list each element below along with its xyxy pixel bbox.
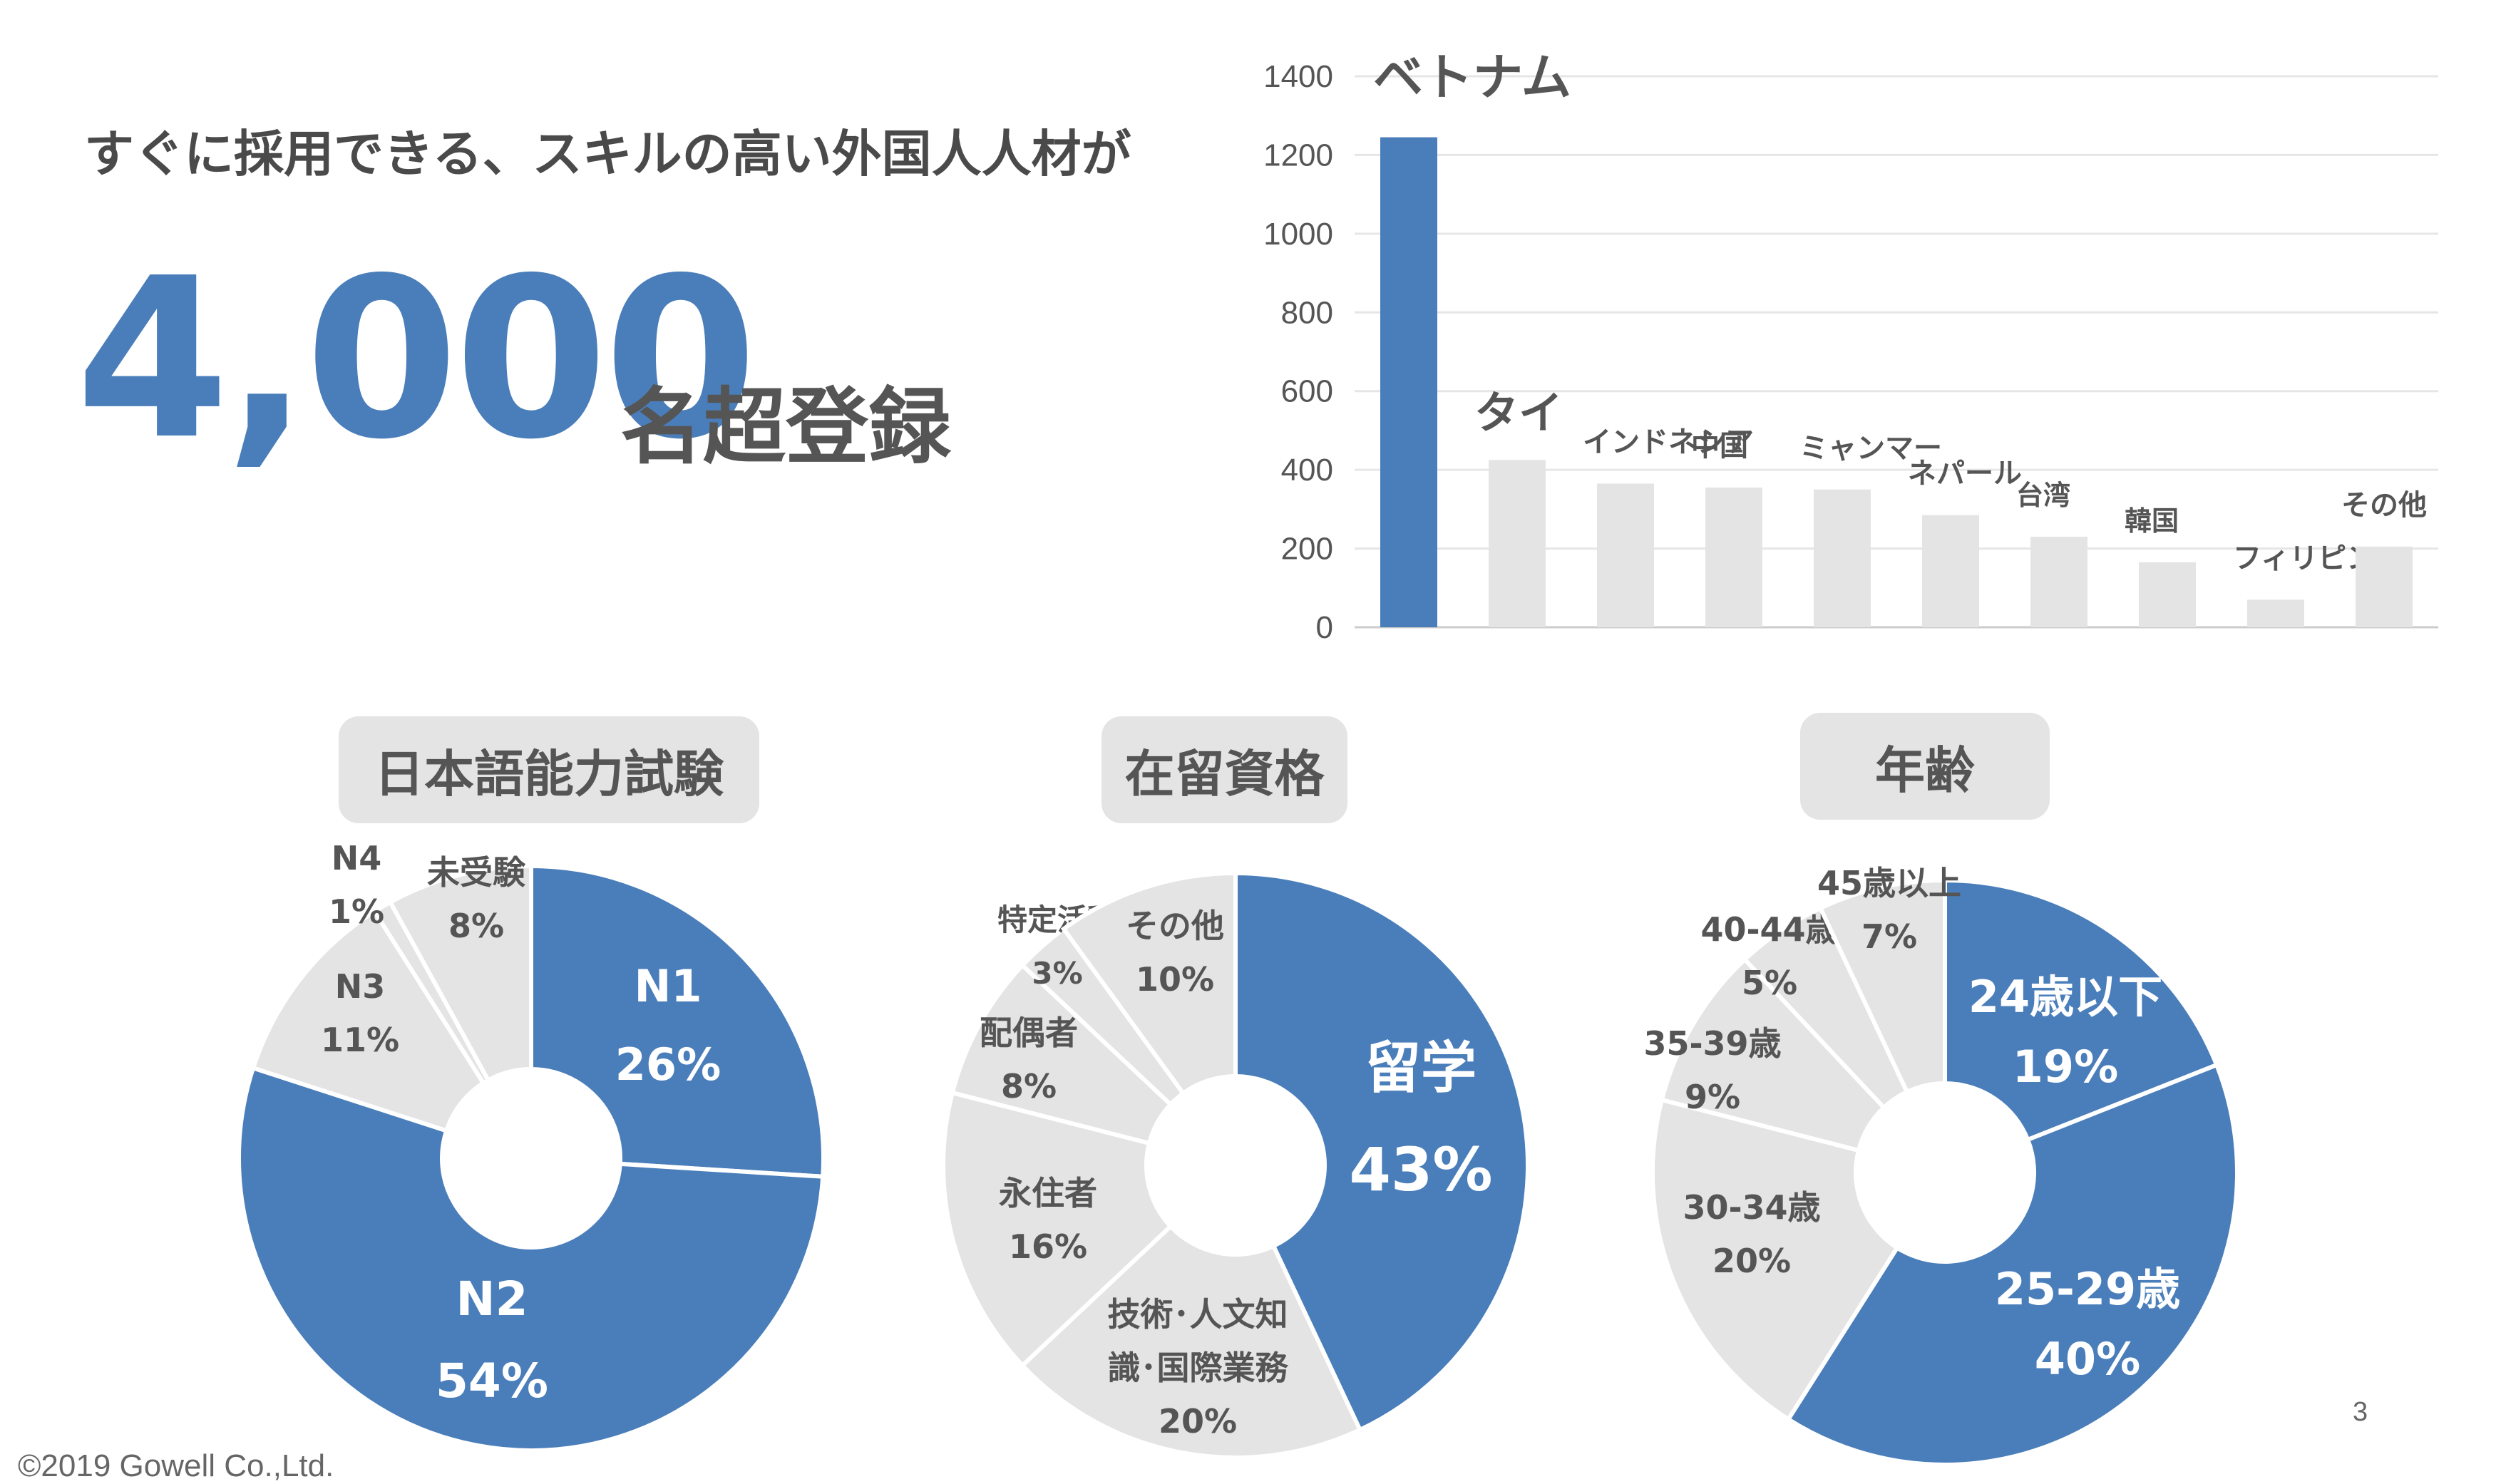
page-number: 3 <box>2353 1397 2368 1427</box>
pie-slice-percent: 20% <box>1159 1402 1237 1441</box>
donut-hole <box>442 1069 620 1247</box>
pie-slice-percent: 3% <box>1032 956 1082 991</box>
pie-slice-label: N1 <box>634 960 702 1012</box>
pie-slice-label: 40-44歳 <box>1700 910 1838 949</box>
bar <box>1597 483 1654 627</box>
pie-slice-percent: 10% <box>1136 960 1214 999</box>
bar-y-tick-label: 1200 <box>1263 138 1333 172</box>
pie-slice-percent: 1% <box>329 892 384 931</box>
bar <box>2139 562 2196 627</box>
bar-y-tick-label: 800 <box>1281 295 1333 330</box>
bar <box>1380 137 1437 627</box>
pie-slice-percent: 43% <box>1349 1135 1492 1205</box>
pie-slice-percent: 5% <box>1742 964 1797 1002</box>
pie-slice-label: 技術･人文知 <box>1108 1295 1288 1334</box>
pie-slice-label: N2 <box>456 1272 528 1326</box>
pie-slice-label: 30-34歳 <box>1683 1188 1820 1227</box>
bar-category-label: ベトナム <box>1373 48 1571 107</box>
bar-category-label: タイ <box>1474 386 1563 438</box>
donut-hole <box>1146 1076 1325 1254</box>
bar-category-label: 台湾 <box>2016 480 2070 511</box>
pie-slice-percent: 19% <box>2013 1041 2118 1093</box>
pie-slice-label: 配偶者 <box>980 1014 1078 1052</box>
bar <box>2356 546 2413 627</box>
pie-slice-label: その他 <box>1126 907 1224 945</box>
bar-category-label: ネパール <box>1908 458 2022 490</box>
age-chart-title: 年齢 <box>1800 713 2050 820</box>
jlpt-chart-title: 日本語能力試験 <box>339 716 759 823</box>
bar <box>1489 460 1546 627</box>
age-pie-chart: 24歳以下 19% 25-29歳 40% 30-34歳 20% 35-39歳 9% 40-44歳… <box>1643 864 2239 1467</box>
pie-slice-percent: 26% <box>615 1039 721 1091</box>
bar <box>1814 489 1871 627</box>
pie-slice-percent: 40% <box>2035 1333 2140 1385</box>
pie-slice-label: 永住者 <box>999 1174 1097 1212</box>
bar-y-tick-label: 200 <box>1281 532 1333 567</box>
headline: すぐに採用できる、スキルの高い外国人人材が <box>84 125 1131 183</box>
pie-slice-label: 24歳以下 <box>1968 971 2162 1023</box>
pie-slice-label: 45歳以上 <box>1817 864 1961 902</box>
pie-slice-percent: 8% <box>1001 1067 1057 1106</box>
bar-category-label: 韓国 <box>2125 505 2179 537</box>
pie-slice-percent: 54% <box>436 1354 548 1408</box>
pie-slice-label: 未受験 <box>427 853 526 892</box>
bar-category-label: 中国 <box>1691 430 1748 463</box>
bar <box>1922 515 1979 627</box>
pie-slice-label: 35-39歳 <box>1643 1024 1781 1063</box>
bar-category-label: フィリピン <box>2233 542 2375 574</box>
pie-slice-label: 留学 <box>1365 1036 1477 1101</box>
bar-y-tick-label: 0 <box>1316 610 1333 645</box>
registered-count: 4,000 <box>76 231 758 488</box>
pie-slice-label: 25-29歳 <box>1995 1263 2180 1315</box>
pie-slice-percent: 20% <box>1712 1242 1791 1280</box>
copyright: ©2019 Gowell Co.,Ltd. <box>18 1448 334 1483</box>
pie-slice-percent: 16% <box>1009 1227 1087 1266</box>
bar <box>2030 537 2087 627</box>
pie-slice-percent: 7% <box>1861 917 1917 956</box>
pie-slice-percent: 8% <box>448 907 504 945</box>
bar-y-tick-label: 400 <box>1281 453 1333 488</box>
pie-slice-label: N4 <box>332 839 382 877</box>
pie-slice-percent: 9% <box>1685 1078 1740 1116</box>
bar <box>1705 487 1762 627</box>
jlpt-pie-chart: N1 26% N2 54% N3 11% N4 1% 未受験 8% <box>237 839 826 1453</box>
bar-category-label: ミャンマー <box>1799 432 1942 465</box>
bar-y-tick-label: 1000 <box>1263 217 1333 252</box>
visa-chart-title: 在留資格 <box>1101 716 1347 823</box>
registered-count-suffix: 名超登録 <box>620 379 951 475</box>
pie-slice-label: N3 <box>335 967 386 1006</box>
donut-hole <box>1856 1083 2034 1262</box>
visa-pie-chart: 留学43%技術･人文知識･国際業務20%永住者16%配偶者8%特定活動3%その他… <box>941 870 1530 1460</box>
bar-category-label: インドネシア <box>1583 426 1754 458</box>
bar <box>2247 599 2304 627</box>
pie-slice-percent: 11% <box>321 1021 399 1059</box>
bar-y-tick-label: 600 <box>1281 374 1333 409</box>
bar-y-tick-label: 1400 <box>1263 59 1333 94</box>
pie-slice-label: 識･国際業務 <box>1108 1349 1289 1387</box>
bar-category-label: その他 <box>2341 489 2427 522</box>
